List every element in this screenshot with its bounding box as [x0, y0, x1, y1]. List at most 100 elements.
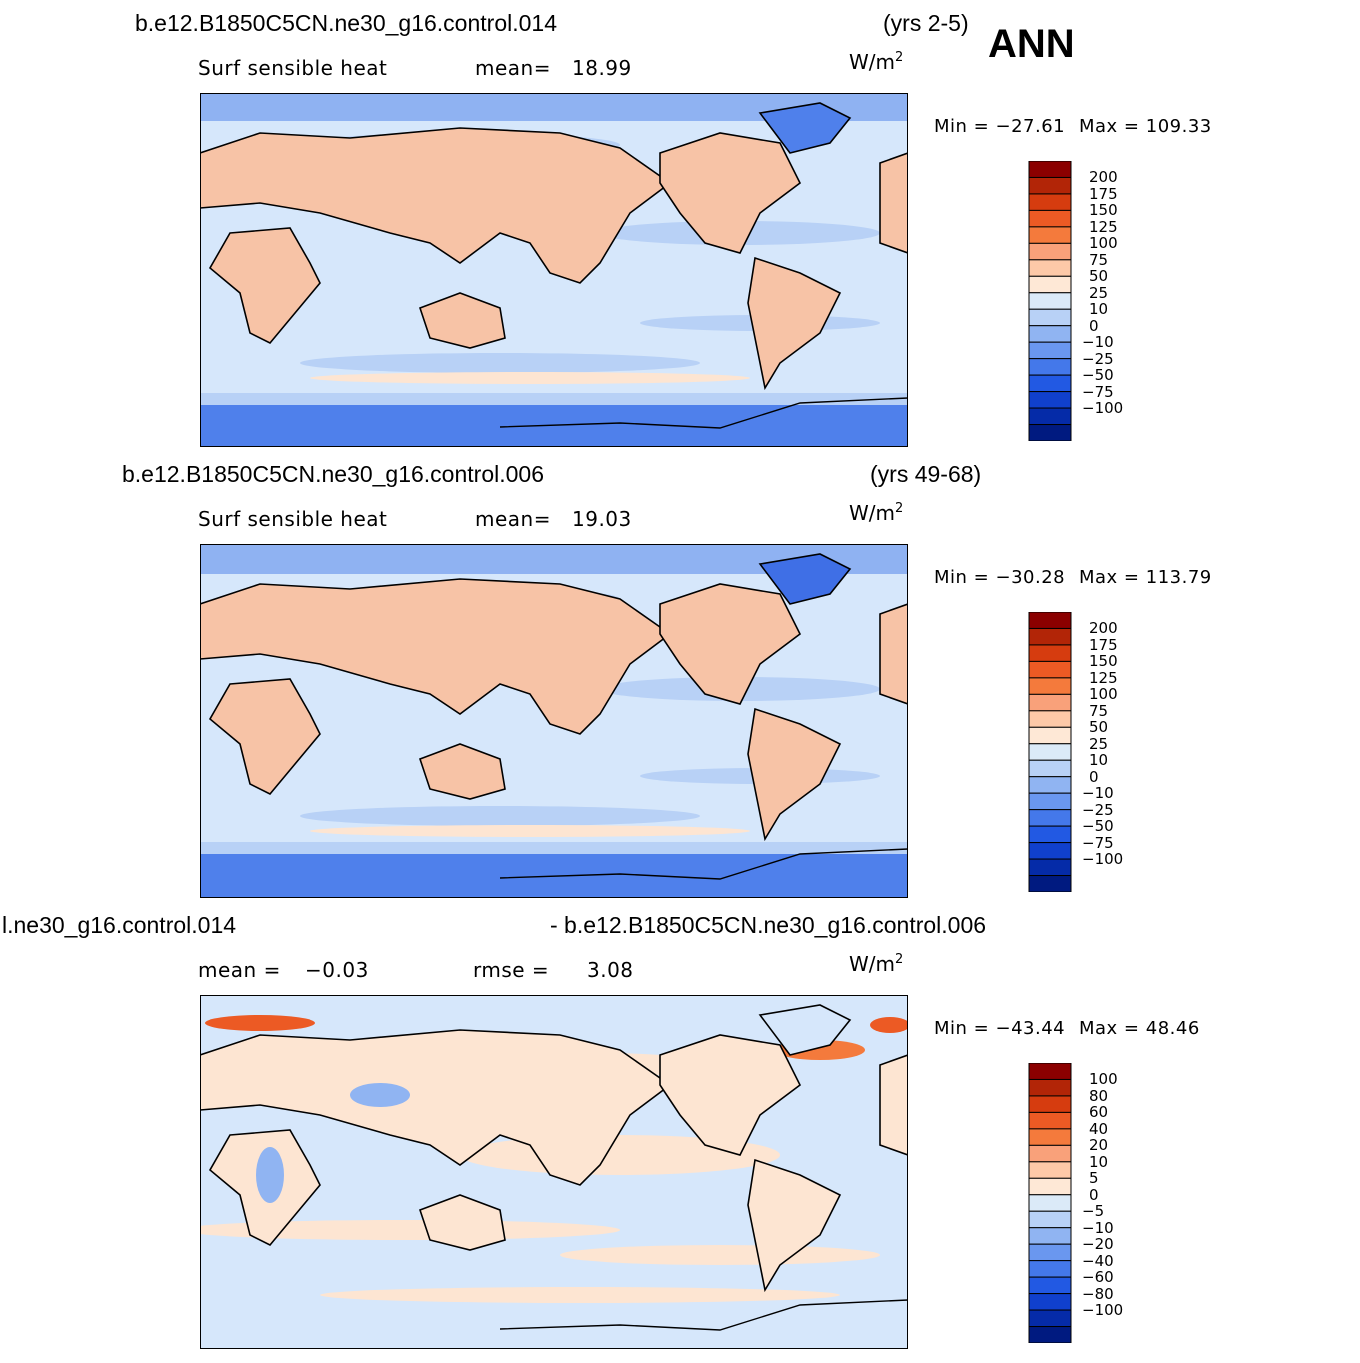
colorbar-swatch [1028, 308, 1072, 327]
colorbar-label: −60 [1082, 1268, 1114, 1287]
colorbar-swatch [1028, 424, 1072, 441]
panel-3-min-label: Min = [934, 1018, 990, 1039]
colorbar-label: 60 [1089, 1103, 1109, 1122]
panel-1-mean-label: mean= [475, 56, 551, 80]
colorbar-swatch [1028, 726, 1072, 745]
panel-1-max: Max = 109.33 [1079, 116, 1212, 137]
panel-1-units: W/m2 [849, 50, 904, 74]
colorbar-label: −50 [1082, 366, 1114, 385]
colorbar-swatch [1028, 1095, 1072, 1113]
colorbar-swatch [1028, 358, 1072, 376]
panel-2-max: Max = 113.79 [1079, 567, 1212, 588]
colorbar-swatch [1028, 776, 1072, 794]
colorbar-label: −80 [1082, 1284, 1114, 1303]
panel-3-units: W/m2 [849, 952, 904, 976]
colorbar-swatch [1028, 612, 1072, 629]
colorbar-label: −40 [1082, 1251, 1114, 1270]
colorbar-swatch [1028, 1128, 1072, 1146]
colorbar-swatch [1028, 710, 1072, 728]
panel-3-mean-label: mean = [198, 958, 281, 982]
panel-2-units: W/m2 [849, 501, 904, 525]
colorbar-swatch [1028, 1078, 1072, 1097]
colorbar-label: −50 [1082, 817, 1114, 836]
colorbar-label: 40 [1089, 1119, 1109, 1138]
panel-1-max-label: Max = [1079, 116, 1140, 137]
panel-3-rmse-value: 3.08 [587, 958, 634, 982]
panel-3-case-title: l.ne30_g16.control.014 [2, 912, 237, 938]
colorbar-swatch [1028, 1177, 1072, 1196]
colorbar-label: −100 [1082, 850, 1124, 869]
panel-3-max-label: Max = [1079, 1018, 1140, 1039]
colorbar-label: 0 [1089, 767, 1099, 786]
colorbar-swatch [1028, 292, 1072, 310]
colorbar-label: 80 [1089, 1086, 1109, 1105]
colorbar-label: 200 [1089, 168, 1118, 187]
colorbar-swatch [1028, 325, 1072, 343]
colorbar-swatch [1028, 1326, 1072, 1343]
colorbar-swatch [1028, 176, 1072, 195]
panel-1-colorbar [1028, 161, 1072, 441]
colorbar-label: 10 [1089, 751, 1109, 770]
colorbar-swatch [1028, 193, 1072, 211]
colorbar-swatch [1028, 1293, 1072, 1311]
colorbar-swatch [1028, 1144, 1072, 1163]
colorbar-label: 75 [1089, 250, 1109, 269]
panel-3-max: Max = 48.46 [1079, 1018, 1200, 1039]
colorbar-label: 10 [1089, 1152, 1109, 1171]
colorbar-swatch [1028, 391, 1072, 409]
panel-3-mean-value: −0.03 [305, 958, 369, 982]
colorbar-label: −10 [1082, 333, 1114, 352]
colorbar-label: −25 [1082, 800, 1114, 819]
colorbar-label: −5 [1082, 1202, 1105, 1221]
colorbar-swatch [1028, 1227, 1072, 1245]
colorbar-swatch [1028, 1161, 1072, 1179]
colorbar-label: 125 [1089, 668, 1118, 687]
panel-2-max-value: 113.79 [1145, 567, 1212, 588]
colorbar-label: 10 [1089, 300, 1109, 319]
colorbar-swatch [1028, 407, 1072, 426]
panel-3-years: - b.e12.B1850C5CN.ne30_g16.control.006 [550, 912, 987, 938]
colorbar-swatch [1028, 209, 1072, 228]
colorbar-swatch [1028, 825, 1072, 844]
colorbar-swatch [1028, 1063, 1072, 1080]
colorbar-swatch [1028, 1276, 1072, 1295]
colorbar-label: 175 [1089, 184, 1118, 203]
panel-2-map [200, 544, 908, 898]
panel-1-min: Min = −27.61 [934, 116, 1065, 137]
colorbar-label: 50 [1089, 267, 1109, 286]
colorbar-label: 200 [1089, 619, 1118, 638]
panel-1-min-value: −27.61 [995, 116, 1066, 137]
panel-1-variable: Surf sensible heat [198, 56, 388, 80]
panel-2-colorbar [1028, 612, 1072, 892]
colorbar-swatch [1028, 875, 1072, 892]
panel-2-mean-label: mean= [475, 507, 551, 531]
colorbar-swatch [1028, 677, 1072, 695]
colorbar-swatch [1028, 226, 1072, 244]
colorbar-label: 5 [1089, 1169, 1099, 1188]
season-label: ANN [988, 22, 1075, 66]
colorbar-swatch [1028, 242, 1072, 261]
colorbar-swatch [1028, 1243, 1072, 1262]
colorbar-swatch [1028, 644, 1072, 662]
colorbar-swatch [1028, 275, 1072, 294]
colorbar-label: −10 [1082, 1218, 1114, 1237]
colorbar-swatch [1028, 809, 1072, 827]
colorbar-swatch [1028, 1111, 1072, 1130]
panel-2-min: Min = −30.28 [934, 567, 1065, 588]
colorbar-label: −100 [1082, 1301, 1124, 1320]
panel-2-mean-value: 19.03 [572, 507, 632, 531]
colorbar-label: 125 [1089, 217, 1118, 236]
colorbar-swatch [1028, 1210, 1072, 1229]
colorbar-label: 0 [1089, 1185, 1099, 1204]
colorbar-swatch [1028, 759, 1072, 778]
colorbar-label: 25 [1089, 283, 1109, 302]
colorbar-swatch [1028, 161, 1072, 178]
panel-1-min-label: Min = [934, 116, 990, 137]
panel-1-mean-value: 18.99 [572, 56, 632, 80]
colorbar-label: 100 [1089, 234, 1118, 253]
colorbar-label: 175 [1089, 635, 1118, 654]
panel-2-years: (yrs 49-68) [870, 461, 982, 487]
panel-3-min-value: −43.44 [995, 1018, 1066, 1039]
panel-3-rmse-label: rmse = [473, 958, 550, 982]
colorbar-label: −75 [1082, 382, 1114, 401]
